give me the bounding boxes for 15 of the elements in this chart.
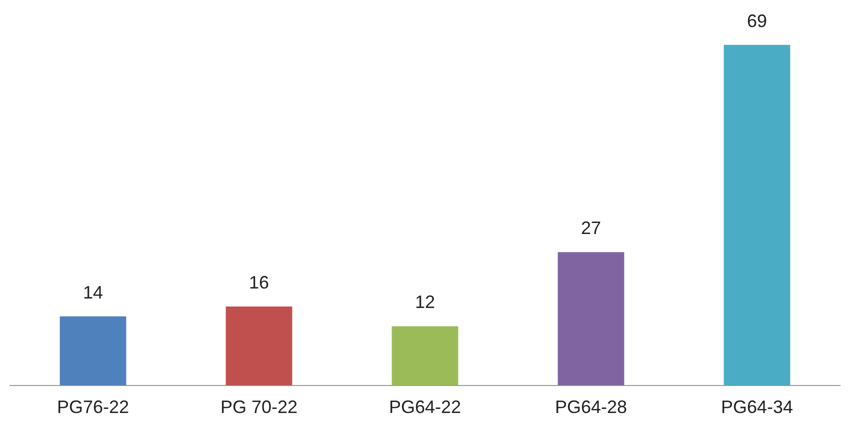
data-label: 12 bbox=[414, 292, 436, 312]
x-tick-label: PG64-28 bbox=[554, 397, 628, 418]
data-label: 16 bbox=[248, 272, 270, 292]
x-tick-label: PG76-22 bbox=[56, 397, 130, 418]
data-label: 27 bbox=[580, 218, 602, 238]
bar bbox=[392, 326, 458, 386]
bar bbox=[226, 306, 292, 386]
x-tick-label: PG64-22 bbox=[388, 397, 462, 418]
data-label: 69 bbox=[746, 10, 768, 31]
bar bbox=[724, 44, 790, 386]
data-label: 14 bbox=[82, 282, 104, 302]
bar bbox=[558, 252, 624, 386]
x-tick-label: PG64-34 bbox=[720, 397, 794, 418]
bar bbox=[60, 316, 126, 386]
x-tick-label: PG 70-22 bbox=[220, 397, 298, 418]
